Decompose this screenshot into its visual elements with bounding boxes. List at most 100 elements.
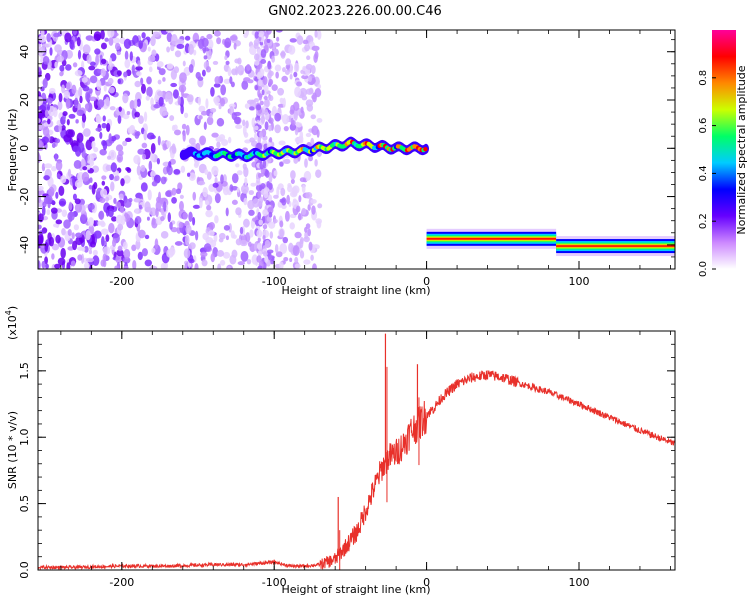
spectrogram-x-label: Height of straight line (km) <box>281 284 430 297</box>
heatmap-cell <box>134 111 140 118</box>
heatmap-cell <box>120 215 126 225</box>
heatmap-cell <box>91 233 95 245</box>
heatmap-cell <box>212 60 219 65</box>
heatmap-cell <box>67 168 72 177</box>
y-tick-label: 1.0 <box>18 428 31 446</box>
heatmap-cell <box>63 90 71 99</box>
heatmap-cell <box>188 211 193 222</box>
heatmap-cell <box>303 259 311 265</box>
heatmap-cell <box>222 174 227 184</box>
heatmap-cell <box>264 98 270 108</box>
heatmap-cell <box>59 71 64 77</box>
heatmap-cell <box>148 160 153 172</box>
heatmap-cell <box>235 163 240 168</box>
heatmap-cell <box>276 36 280 42</box>
heatmap-cell <box>116 51 121 56</box>
heatmap-cell <box>158 96 164 107</box>
heatmap-cell <box>38 139 42 149</box>
heatmap-cell <box>141 142 148 149</box>
heatmap-cell <box>239 239 248 247</box>
heatmap-cell <box>275 71 279 79</box>
heatmap-cell <box>61 228 66 236</box>
heatmap-cell <box>267 194 273 202</box>
heatmap-cell <box>246 64 251 71</box>
heatmap-cell <box>100 188 108 198</box>
heatmap-cell <box>102 115 106 122</box>
heatmap-cell <box>98 210 105 221</box>
heatmap-cell <box>282 236 289 244</box>
heatmap-cell <box>208 230 215 237</box>
heatmap-cell <box>59 65 65 72</box>
heatmap-cell <box>162 111 169 116</box>
heatmap-cell <box>314 159 318 167</box>
heatmap-cell <box>305 223 311 229</box>
figure-title: GN02.2023.226.00.00.C46 <box>268 4 442 19</box>
heatmap-cell <box>257 79 263 87</box>
heatmap-cell <box>220 84 227 96</box>
heatmap-cell <box>213 96 220 104</box>
heatmap-cell <box>182 131 186 142</box>
heatmap-cell <box>115 201 122 209</box>
heatmap-cell <box>140 182 148 192</box>
heatmap-cell <box>56 173 61 180</box>
heatmap-cell <box>38 118 41 124</box>
heatmap-cell <box>171 187 177 196</box>
heatmap-cell <box>280 50 286 59</box>
heatmap-cell <box>119 37 126 45</box>
heatmap-cell <box>38 112 45 118</box>
heatmap-cell <box>299 130 304 140</box>
heatmap-cell <box>205 98 209 109</box>
heatmap-cell <box>157 79 162 85</box>
heatmap-cell <box>194 263 199 269</box>
heatmap-cell <box>95 54 100 66</box>
heatmap-cell <box>202 232 209 241</box>
heatmap-cell <box>151 217 156 226</box>
heatmap-cell <box>87 217 95 227</box>
heatmap-cell <box>109 106 116 111</box>
heatmap-cell <box>115 255 122 264</box>
heatmap-cell <box>62 111 68 117</box>
heatmap-cell <box>201 69 206 77</box>
heatmap-cell <box>173 168 181 175</box>
heatmap-cell <box>44 109 49 117</box>
heatmap-cell <box>310 199 317 204</box>
heatmap-cell <box>295 122 303 128</box>
heatmap-cell <box>107 30 115 38</box>
heatmap-cell <box>168 95 174 105</box>
heatmap-cell <box>256 244 261 249</box>
heatmap-cell <box>159 197 168 203</box>
heatmap-cell <box>273 219 278 224</box>
heatmap-cell <box>175 188 182 195</box>
heatmap-cell <box>72 62 78 68</box>
heatmap-cell <box>274 124 281 134</box>
heatmap-cell <box>180 86 184 97</box>
heatmap-cell <box>268 95 274 102</box>
heatmap-cell <box>183 248 191 259</box>
heatmap-cell <box>105 196 110 202</box>
heatmap-cell <box>89 96 97 102</box>
heatmap-cell <box>54 263 61 269</box>
heatmap-cell <box>173 124 178 130</box>
heatmap-cell <box>38 234 44 245</box>
snr-scale-prefix: (x10 <box>6 315 19 340</box>
heatmap-cell <box>305 63 313 70</box>
heatmap-cell <box>141 32 146 39</box>
heatmap-cell <box>264 255 269 263</box>
heatmap-cell <box>100 30 105 40</box>
heatmap-cell <box>257 237 261 243</box>
heatmap-cell <box>117 78 121 85</box>
y-tick-label: 1.5 <box>18 362 31 380</box>
heatmap-cell <box>293 109 298 121</box>
heatmap-cell <box>123 71 128 78</box>
heatmap-cell <box>51 142 56 149</box>
heatmap-cell <box>289 63 294 74</box>
heatmap-cell <box>65 82 71 90</box>
heatmap-cell <box>237 64 245 76</box>
heatmap-cell <box>203 121 207 131</box>
heatmap-cell <box>75 236 83 246</box>
y-tick-label: 40 <box>18 45 31 59</box>
heatmap-cell <box>267 125 272 132</box>
heatmap-cell <box>237 57 242 65</box>
heatmap-cell <box>316 220 322 229</box>
heatmap-cell <box>42 55 50 65</box>
